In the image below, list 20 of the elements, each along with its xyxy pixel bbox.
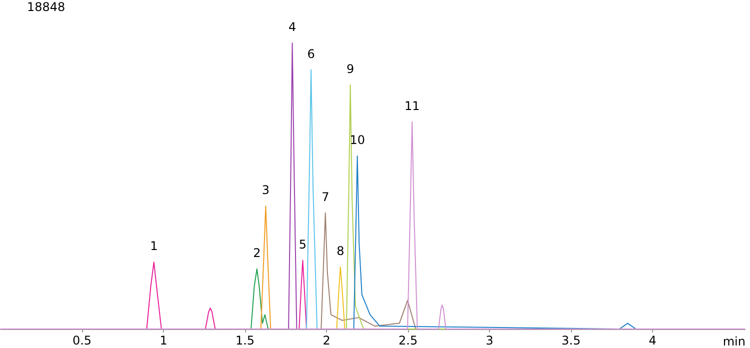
annotation: 8: [336, 244, 344, 258]
x-tick-label: 4: [648, 334, 656, 348]
annotation: 11: [404, 98, 420, 113]
annotation: 1: [150, 239, 158, 254]
text: 18848: [27, 0, 66, 14]
annotation: 6: [307, 46, 315, 61]
annotation: 3: [262, 183, 270, 198]
x-tick-label: 2: [322, 334, 330, 348]
x-tick-label: 0.5: [72, 334, 92, 348]
x-tick-label: 2.5: [398, 334, 418, 348]
x-tick-label: 1.5: [235, 334, 255, 348]
annotation: 2: [253, 246, 261, 260]
annotation: 5: [298, 237, 307, 252]
x-tick-label: 3.5: [562, 334, 581, 348]
x-tick-label: 1: [160, 334, 168, 348]
x-axis-title: min: [722, 334, 746, 348]
x-tick-label: 3: [486, 334, 494, 348]
annotation: 7: [322, 190, 330, 204]
annotation: 4: [288, 20, 296, 34]
annotation: 9: [346, 62, 354, 76]
